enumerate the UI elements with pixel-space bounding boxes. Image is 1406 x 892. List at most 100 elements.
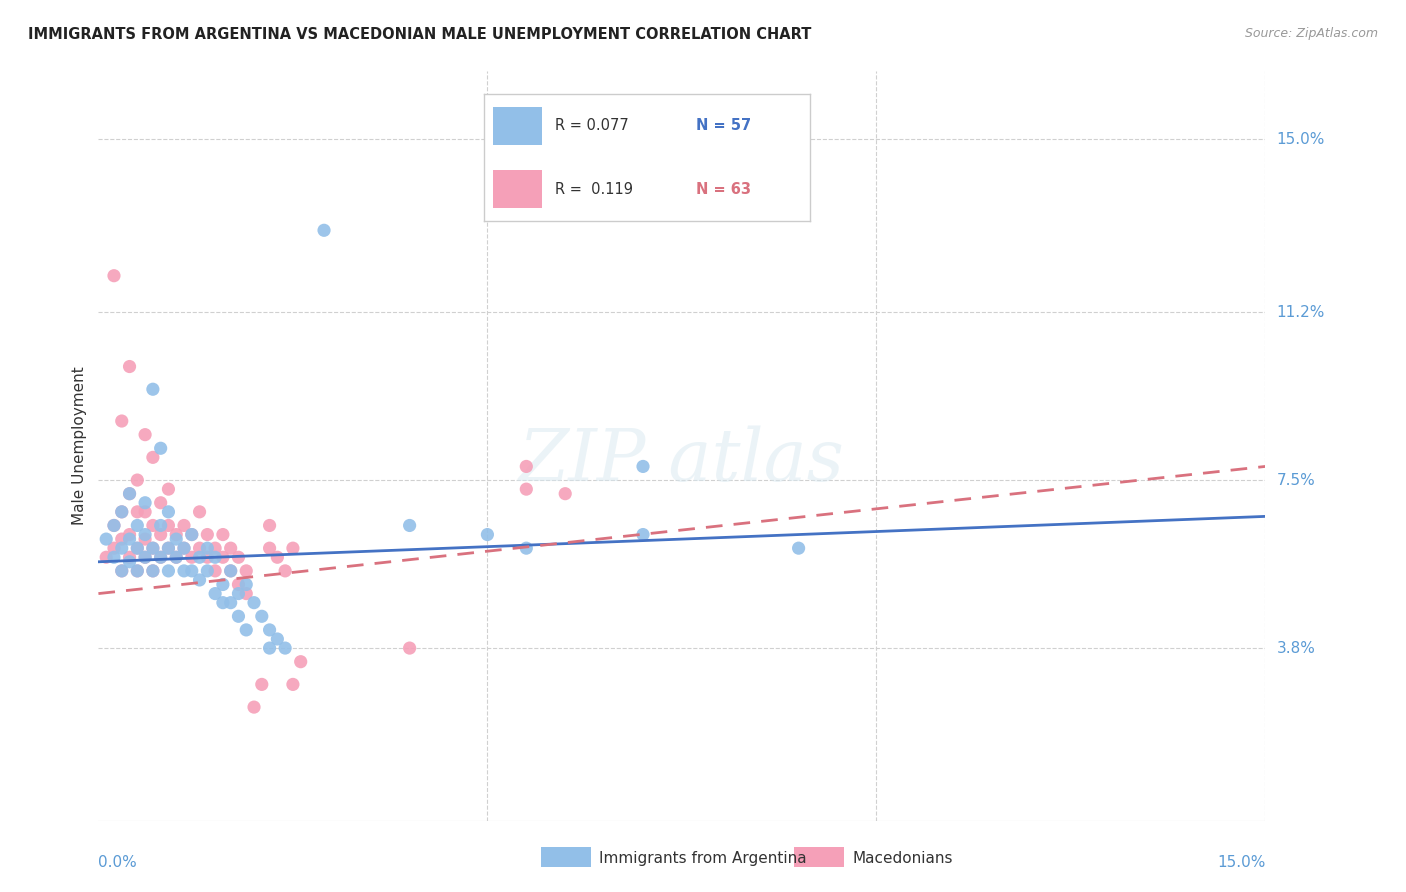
Point <box>118 486 141 500</box>
Point <box>111 532 134 546</box>
Point <box>274 564 297 578</box>
Text: IMMIGRANTS FROM ARGENTINA VS MACEDONIAN MALE UNEMPLOYMENT CORRELATION CHART: IMMIGRANTS FROM ARGENTINA VS MACEDONIAN … <box>28 27 811 42</box>
Point <box>173 518 195 533</box>
Point <box>173 564 195 578</box>
Point <box>149 442 172 456</box>
Point <box>103 268 125 283</box>
Point <box>515 541 537 556</box>
Point <box>111 541 134 556</box>
Point <box>228 586 250 600</box>
Point <box>111 414 134 428</box>
Point <box>118 527 141 541</box>
Point <box>149 550 172 565</box>
Point <box>127 564 149 578</box>
Point <box>180 527 202 541</box>
Text: 7.5%: 7.5% <box>1277 473 1315 488</box>
Point <box>127 473 149 487</box>
Point <box>290 655 312 669</box>
Point <box>266 550 288 565</box>
Point <box>398 641 420 656</box>
Point <box>259 641 281 656</box>
Point <box>127 518 149 533</box>
Point <box>228 577 250 591</box>
Point <box>235 577 257 591</box>
Point <box>118 359 141 374</box>
Point <box>204 550 226 565</box>
Point <box>142 564 165 578</box>
Point <box>195 564 218 578</box>
Text: 15.0%: 15.0% <box>1218 855 1265 871</box>
Point <box>212 596 235 610</box>
Point <box>103 550 125 565</box>
Point <box>195 541 218 556</box>
Point <box>103 518 125 533</box>
Point <box>127 541 149 556</box>
Point <box>212 577 235 591</box>
Point <box>165 550 187 565</box>
Point <box>259 518 281 533</box>
Point <box>118 486 141 500</box>
Point <box>134 527 156 541</box>
Point <box>118 550 141 565</box>
Point <box>212 550 235 565</box>
Text: 3.8%: 3.8% <box>1277 640 1316 656</box>
Point <box>142 518 165 533</box>
Point <box>127 564 149 578</box>
Point <box>219 541 242 556</box>
Point <box>134 427 156 442</box>
Point <box>149 496 172 510</box>
Point <box>631 527 654 541</box>
Y-axis label: Male Unemployment: Male Unemployment <box>72 367 87 525</box>
Text: Immigrants from Argentina: Immigrants from Argentina <box>599 851 807 865</box>
Point <box>165 532 187 546</box>
Text: Source: ZipAtlas.com: Source: ZipAtlas.com <box>1244 27 1378 40</box>
Text: Macedonians: Macedonians <box>852 851 952 865</box>
Point <box>149 518 172 533</box>
Point <box>157 482 180 496</box>
Point <box>180 527 202 541</box>
Point <box>243 700 266 714</box>
Point <box>118 555 141 569</box>
Point <box>266 632 288 646</box>
Point <box>477 527 499 541</box>
Point <box>188 541 211 556</box>
Point <box>188 573 211 587</box>
Point <box>165 527 187 541</box>
Point <box>228 609 250 624</box>
Point <box>142 450 165 465</box>
Point <box>134 532 156 546</box>
Point <box>157 541 180 556</box>
Text: 15.0%: 15.0% <box>1277 132 1324 147</box>
Point <box>111 505 134 519</box>
Point <box>111 564 134 578</box>
Point <box>259 623 281 637</box>
Point <box>142 541 165 556</box>
Point <box>515 459 537 474</box>
Point <box>204 586 226 600</box>
Point <box>180 564 202 578</box>
Point <box>157 564 180 578</box>
Point <box>259 541 281 556</box>
Point <box>103 518 125 533</box>
Point <box>204 541 226 556</box>
Point <box>274 641 297 656</box>
Point <box>134 550 156 565</box>
Point <box>219 596 242 610</box>
Point <box>195 527 218 541</box>
Point <box>157 541 180 556</box>
Point <box>228 550 250 565</box>
Point <box>149 527 172 541</box>
Point <box>188 505 211 519</box>
Point <box>250 677 273 691</box>
Point <box>142 541 165 556</box>
Point <box>180 550 202 565</box>
Point <box>134 505 156 519</box>
Point <box>398 518 420 533</box>
Point <box>554 486 576 500</box>
Point <box>134 550 156 565</box>
Point <box>243 596 266 610</box>
Point <box>219 564 242 578</box>
Text: 11.2%: 11.2% <box>1277 304 1324 319</box>
Point <box>281 677 304 691</box>
Point <box>157 505 180 519</box>
